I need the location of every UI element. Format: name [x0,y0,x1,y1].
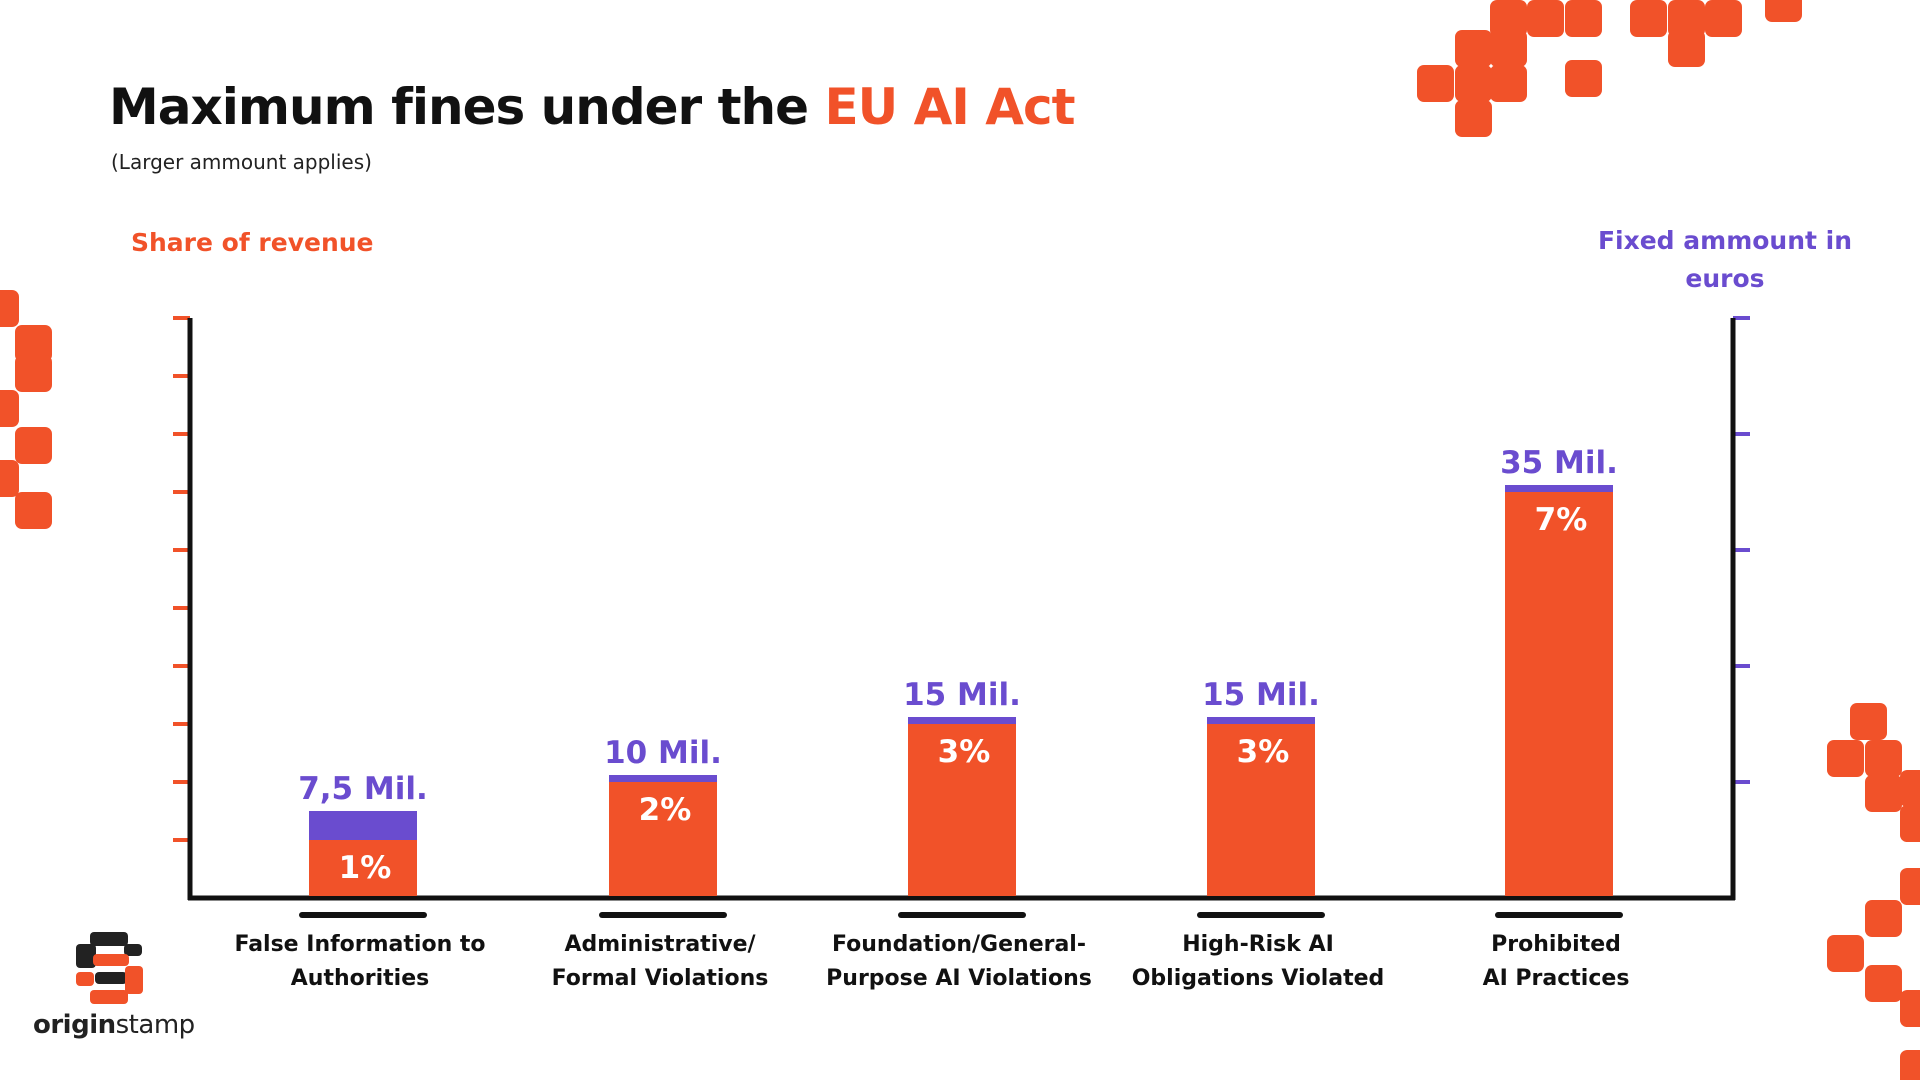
category-label: Prohibited [1491,932,1621,957]
bar-share-of-revenue [1207,724,1315,896]
decor-block [1705,0,1742,37]
decor-block [1668,0,1705,37]
decor-block [1827,935,1864,972]
fixed-amount-label: 15 Mil. [903,677,1021,713]
bar-share-of-revenue [609,782,717,896]
decor-block [1490,0,1527,37]
category-label: Obligations Violated [1132,966,1385,991]
category-underline [299,912,427,918]
decor-block [15,325,52,362]
title-highlight: EU AI Act [824,78,1075,136]
decor-block [15,492,52,529]
decor-block [1490,65,1527,102]
share-label: 3% [1237,734,1290,770]
decor-block [1865,775,1902,812]
decor-block [1455,30,1492,67]
share-label: 2% [639,792,692,828]
originstamp-logo-icon [76,932,143,1004]
decor-block [1490,30,1527,67]
bar-fixed-amount [908,717,1016,725]
decor-block [0,290,19,327]
bar-share-of-revenue [309,840,417,896]
right-axis-label: Fixed ammount in euros [1597,226,1853,293]
decor-block [1455,65,1492,102]
decor-block [1900,770,1920,807]
decor-block [1865,740,1902,777]
fixed-amount-label: 15 Mil. [1202,677,1320,713]
decor-block [1900,990,1920,1027]
category-label: Administrative/ [564,932,756,957]
decor-block [1527,0,1564,37]
fixed-amount-label: 35 Mil. [1500,445,1618,481]
decor-block [1417,65,1454,102]
category-label: AI Practices [1483,966,1630,991]
category-label: False Information to [234,932,485,957]
fixed-amount-label: 10 Mil. [604,735,722,771]
share-label: 7% [1535,502,1588,538]
decor-block [1765,0,1802,22]
category-underline [599,912,727,918]
share-label: 3% [938,734,991,770]
decor-block [1900,1050,1920,1080]
category-label: High-Risk AI [1182,932,1334,957]
page-title: Maximum fines under the EU AI Act [109,78,1076,136]
decor-block [1668,30,1705,67]
decor-block [1827,740,1864,777]
category-label: Authorities [291,966,429,991]
category-label: Purpose AI Violations [826,966,1092,991]
decor-block [1900,805,1920,842]
decor-block [1455,100,1492,137]
decor-block [15,355,52,392]
decor-block [1865,965,1902,1002]
bar-share-of-revenue [908,724,1016,896]
bar-fixed-amount [309,811,417,841]
category-underline [898,912,1026,918]
bar-fixed-amount [609,775,717,783]
decor-block [0,390,19,427]
bar-fixed-amount [1207,717,1315,725]
fixed-amount-label: 7,5 Mil. [298,771,428,807]
originstamp-logo-text: originstamp [33,1010,195,1040]
decor-block [1900,868,1920,905]
decor-block [0,460,19,497]
decor-block [1865,900,1902,937]
decor-block [1565,0,1602,37]
bar-fixed-amount [1505,485,1613,493]
subtitle: (Larger ammount applies) [111,150,372,174]
decor-block [1850,703,1887,740]
decor-block [1630,0,1667,37]
decor-block [15,427,52,464]
bar-share-of-revenue [1505,492,1613,896]
category-label: Foundation/General- [832,932,1086,957]
decor-block [1565,60,1602,97]
category-label: Formal Violations [552,966,769,991]
title-text: Maximum fines under the [109,78,825,136]
category-underline [1495,912,1623,918]
category-underline [1197,912,1325,918]
share-label: 1% [339,850,392,886]
left-axis-label: Share of revenue [131,228,374,257]
